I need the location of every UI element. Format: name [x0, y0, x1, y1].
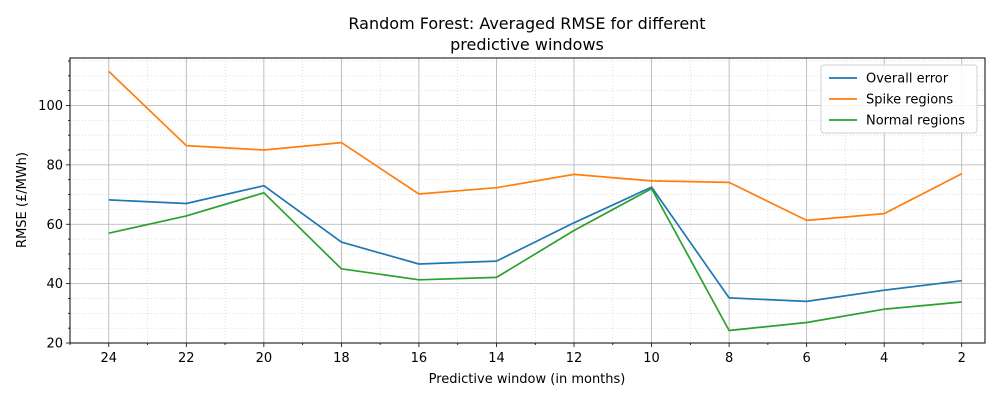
x-tick-label: 14	[488, 351, 505, 366]
y-tick-label: 40	[46, 277, 63, 292]
series-line-overall-error	[108, 184, 962, 303]
x-tick-label: 18	[333, 351, 350, 366]
series-lines	[108, 70, 963, 332]
y-tick-label: 80	[46, 158, 63, 173]
y-axis-label: RMSE (£/MWh)	[15, 152, 30, 248]
x-tick-label: 16	[411, 351, 428, 366]
x-tick-label: 10	[643, 351, 660, 366]
legend-box	[820, 64, 978, 134]
x-tick-label: 4	[880, 351, 888, 366]
legend-label: Overall error	[866, 72, 949, 87]
x-tick-label: 20	[256, 351, 273, 366]
y-tick-label: 60	[46, 218, 63, 233]
x-tick-label: 2	[958, 351, 966, 366]
x-tick-label: 6	[803, 351, 811, 366]
series-line-normal-regions	[108, 187, 962, 332]
x-axis-label: Predictive window (in months)	[429, 372, 626, 387]
legend: Overall error Spike regions Normal regions	[820, 64, 978, 134]
chart-title-line-2: predictive windows	[450, 35, 604, 54]
legend-label: Normal regions	[866, 114, 965, 129]
y-axis-ticks: 20 40 60 80 100	[38, 60, 70, 352]
x-axis-ticks: 24 22 20 18 16 14 12 10 8 6 4 2	[69, 343, 966, 366]
legend-label: Spike regions	[866, 93, 953, 108]
chart-title-line-1: Random Forest: Averaged RMSE for differe…	[348, 14, 705, 33]
y-tick-label: 20	[46, 337, 63, 352]
x-tick-label: 22	[178, 351, 195, 366]
series-line-spike-regions	[108, 70, 963, 222]
x-tick-label: 12	[566, 351, 583, 366]
x-tick-label: 24	[100, 351, 117, 366]
plot-area-frame	[69, 57, 986, 344]
x-tick-label: 8	[725, 351, 733, 366]
y-tick-label: 100	[38, 99, 63, 114]
